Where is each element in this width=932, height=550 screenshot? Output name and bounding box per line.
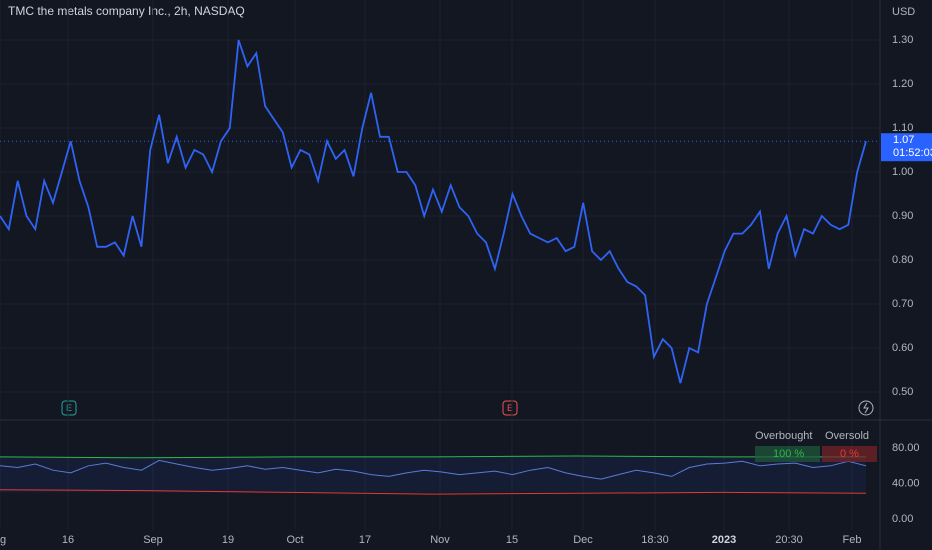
x-tick-label: Nov bbox=[430, 534, 450, 546]
y-tick-label: 0.90 bbox=[892, 210, 913, 222]
x-tick-label: 20:30 bbox=[775, 534, 803, 546]
y-tick-label: 80.00 bbox=[892, 442, 920, 454]
price-line bbox=[0, 455, 866, 459]
x-tick-label: 2023 bbox=[712, 534, 736, 546]
legend-entry: Oversold bbox=[825, 430, 869, 442]
y-tick-label: 1.00 bbox=[892, 166, 913, 178]
x-tick-label: Oct bbox=[286, 534, 303, 546]
last-price-label: 1.07 bbox=[893, 134, 914, 146]
y-tick-label: 40.00 bbox=[892, 477, 920, 489]
earnings-icon[interactable]: E bbox=[502, 400, 518, 416]
y-tick-label: 1.10 bbox=[892, 122, 913, 134]
x-tick-label: Feb bbox=[843, 534, 862, 546]
dividend-icon[interactable] bbox=[858, 400, 874, 416]
y-tick-label: 1.20 bbox=[892, 78, 913, 90]
y-axis-label: USD bbox=[892, 6, 915, 18]
legend-value-bg bbox=[822, 446, 877, 462]
x-tick-label: 19 bbox=[222, 534, 234, 546]
y-tick-label: 0.50 bbox=[892, 386, 913, 398]
x-tick-label: 17 bbox=[359, 534, 371, 546]
last-price-tag bbox=[881, 133, 932, 162]
earnings-icon[interactable]: E bbox=[61, 400, 77, 416]
legend-entry: Overbought bbox=[755, 430, 812, 442]
chart-title: TMC the metals company Inc., 2h, NASDAQ bbox=[8, 4, 245, 18]
x-tick-label: Sep bbox=[143, 534, 163, 546]
y-tick-label: 0.60 bbox=[892, 342, 913, 354]
x-tick-label: 18:30 bbox=[641, 534, 669, 546]
svg-text:E: E bbox=[66, 403, 72, 413]
legend-value: 100 % bbox=[773, 448, 804, 460]
y-tick-label: 1.30 bbox=[892, 34, 913, 46]
y-tick-label: 0.70 bbox=[892, 298, 913, 310]
x-tick-label: 15 bbox=[506, 534, 518, 546]
x-tick-label: 16 bbox=[62, 534, 74, 546]
legend-value: 0 % bbox=[840, 448, 859, 460]
price-line bbox=[0, 489, 867, 495]
x-tick-label: Dec bbox=[573, 534, 593, 546]
price-line bbox=[0, 39, 867, 384]
y-tick-label: 0.80 bbox=[892, 254, 913, 266]
svg-text:E: E bbox=[507, 403, 513, 413]
legend-value-bg bbox=[755, 446, 820, 462]
price-line bbox=[0, 459, 867, 480]
y-tick-label: 0.00 bbox=[892, 513, 913, 525]
x-tick-label: ug bbox=[0, 534, 6, 546]
countdown: 01:52:03 bbox=[893, 147, 932, 159]
